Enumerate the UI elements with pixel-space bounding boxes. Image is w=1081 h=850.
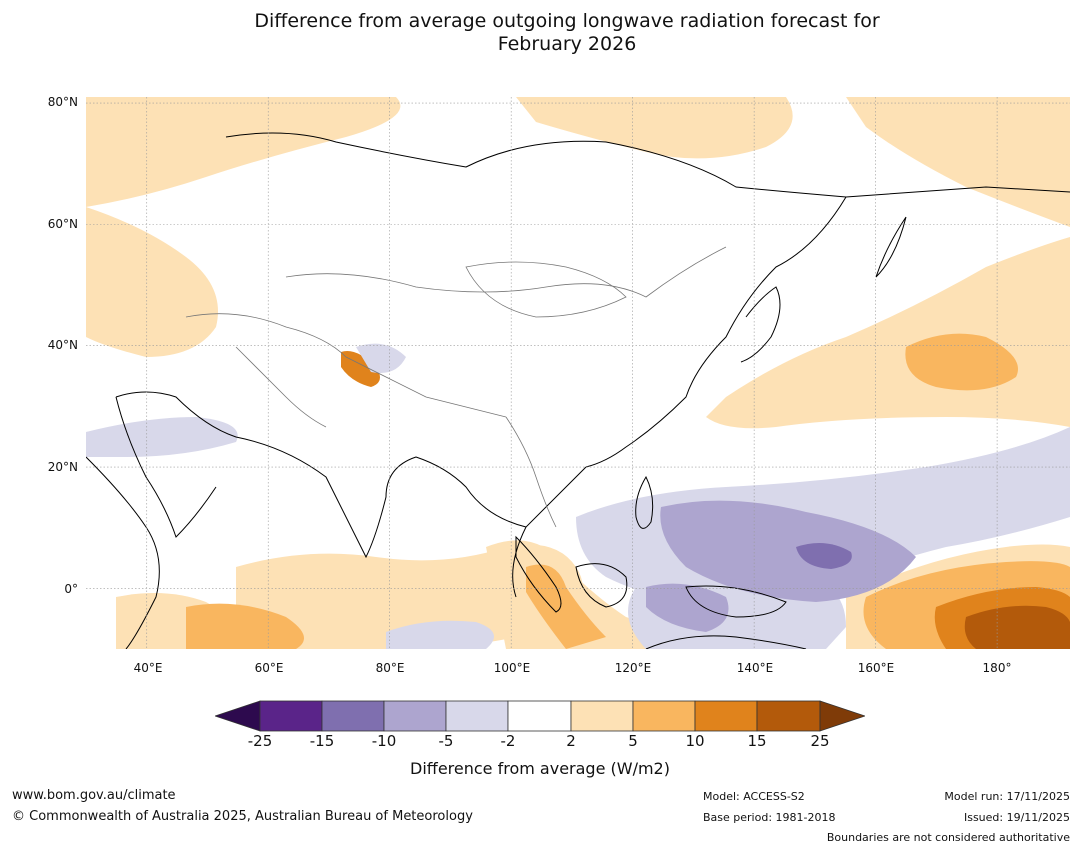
north-pacific-anomaly: [905, 333, 1018, 391]
philippines-islands: [635, 475, 654, 529]
anomaly-neg-5-10-regions: [646, 500, 916, 632]
japan: [740, 286, 781, 363]
website-link[interactable]: www.bom.gov.au/climate: [12, 788, 176, 803]
lat-label-60n: 60°N: [47, 217, 78, 231]
east-asia-coast: [585, 196, 847, 468]
colorbar-tick-neg25: -25: [247, 732, 273, 750]
map-svg: [86, 97, 1070, 649]
colorbar-segment-15-10: [321, 700, 385, 732]
colorbar-tick-2: 2: [566, 732, 576, 750]
pacific-warm-pool-neg: [660, 500, 916, 602]
anomaly-15-25-regions: [964, 605, 1070, 649]
lon-label-40e: 40°E: [133, 661, 163, 675]
colorbar: [215, 700, 865, 732]
lon-label-180: 180°: [982, 661, 1012, 675]
pamir-anomaly: [341, 351, 380, 387]
arabian-coast: [115, 396, 217, 538]
border-mongolia: [465, 261, 627, 318]
lat-label-80n: 80°N: [47, 95, 78, 109]
colorbar-segment-10-15: [694, 700, 758, 732]
chart-title: Difference from average outgoing longwav…: [0, 10, 1081, 56]
colorbar-segment-25-15: [259, 700, 323, 732]
border-russia-china: [285, 246, 727, 298]
colorbar-tick-10: 10: [685, 732, 705, 750]
south-asia-coast: [115, 391, 587, 598]
colorbar-segment-lt-25: [215, 700, 261, 732]
colorbar-tick-5: 5: [628, 732, 638, 750]
colorbar-tick-neg15: -15: [309, 732, 335, 750]
lon-label-140e: 140°E: [736, 661, 774, 675]
colorbar-segment-neutral: [507, 700, 572, 732]
indian-ocean-anomaly: [186, 603, 304, 649]
model-run-text: Model run: 17/11/2025: [944, 790, 1070, 803]
graticule: [86, 97, 1070, 649]
indian-ocean-neg: [386, 620, 494, 649]
europe-region: [86, 207, 218, 357]
colorbar-segment-2-5: [570, 700, 634, 732]
model-text: Model: ACCESS-S2: [703, 790, 805, 803]
lon-label-120e: 120°E: [614, 661, 652, 675]
australia-north-coast: [645, 635, 807, 649]
lat-label-40n: 40°N: [47, 338, 78, 352]
arctic-band: [86, 97, 401, 207]
colorbar-tick-neg5: -5: [438, 732, 454, 750]
border-iran-pakistan: [235, 346, 327, 428]
copyright-text: © Commonwealth of Australia 2025, Austra…: [12, 809, 473, 824]
colorbar-label: Difference from average (W/m2): [410, 759, 670, 778]
lon-label-100e: 100°E: [493, 661, 531, 675]
sumatra-island: [515, 535, 562, 613]
colorbar-tick-15: 15: [747, 732, 767, 750]
issued-text: Issued: 19/11/2025: [963, 811, 1070, 824]
base-period-text: Base period: 1981-2018: [703, 811, 836, 824]
lon-label-60e: 60°E: [254, 661, 284, 675]
colorbar-tick-neg10: -10: [371, 732, 397, 750]
border-central-asia: [185, 313, 347, 358]
sumatra-anomaly: [526, 564, 606, 649]
colorbar-segment-5-2: [445, 700, 509, 732]
lon-label-80e: 80°E: [375, 661, 405, 675]
warm-pool-core-neg: [796, 543, 852, 569]
colorbar-tick-neg2: -2: [500, 732, 516, 750]
borneo-island: [575, 563, 628, 608]
east-siberia-band: [846, 97, 1070, 227]
lat-label-0: 0°: [64, 582, 78, 596]
siberia-band: [516, 97, 793, 159]
title-line-2: February 2026: [497, 33, 637, 55]
coastlines: [86, 132, 1070, 649]
new-guinea-island: [685, 585, 787, 618]
africa-coast: [86, 456, 160, 649]
title-line-1: Difference from average outgoing longwav…: [254, 10, 880, 32]
eurasia-north-coast: [225, 132, 1070, 198]
lon-label-160e: 160°E: [857, 661, 895, 675]
colorbar-segment-gt25: [819, 700, 865, 732]
colorbar-segment-15-25: [756, 700, 821, 732]
colorbar-segment-5-10: [632, 700, 696, 732]
banda-sea-neg: [646, 583, 729, 632]
border-southeast-asia: [505, 416, 557, 528]
kamchatka: [875, 216, 907, 278]
border-china-india: [345, 356, 507, 418]
colorbar-segment-10-5: [383, 700, 447, 732]
forecast-map: [86, 97, 1070, 649]
disclaimer-text: Boundaries are not considered authoritat…: [826, 831, 1070, 844]
country-borders: [185, 246, 727, 528]
anomaly-neg-10-15-regions: [796, 543, 852, 569]
colorbar-tick-25: 25: [810, 732, 830, 750]
tibet-neg: [356, 343, 406, 373]
arabian-sea-neg: [86, 417, 238, 457]
south-pacific-anomaly-core: [964, 605, 1070, 649]
lat-label-20n: 20°N: [47, 460, 78, 474]
